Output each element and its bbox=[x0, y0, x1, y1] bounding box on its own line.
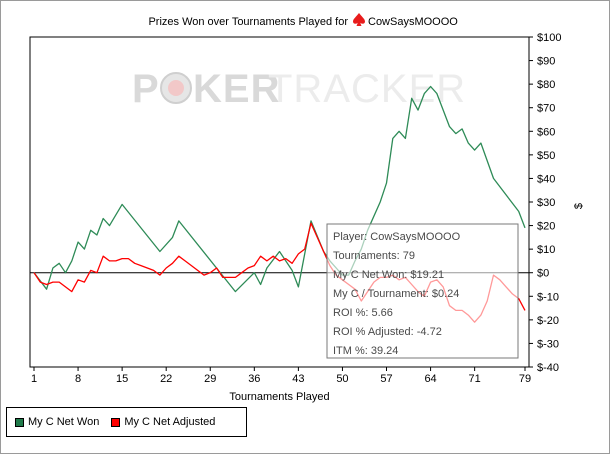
tooltip-line: My C Net Won: $19.21 bbox=[333, 269, 444, 281]
legend-label: My C Net Adjusted bbox=[124, 416, 216, 428]
spade-icon bbox=[353, 13, 365, 26]
x-tick-label: 22 bbox=[160, 373, 172, 385]
y-tick-label: $-40 bbox=[537, 362, 559, 374]
x-tick-label: 8 bbox=[75, 373, 81, 385]
player-name: CowSaysMOOOO bbox=[368, 16, 458, 28]
watermark-text: KER bbox=[193, 67, 280, 111]
y-tick-label: $100 bbox=[537, 32, 561, 44]
x-axis-label: Tournaments Played bbox=[229, 391, 329, 403]
legend-item-net-won[interactable]: My C Net Won bbox=[15, 416, 99, 428]
y-tick-label: $30 bbox=[537, 197, 555, 209]
tooltip-line: Tournaments: 79 bbox=[333, 250, 415, 262]
tooltip-box bbox=[326, 223, 519, 359]
y-tick-label: $0 bbox=[537, 268, 549, 280]
x-tick-label: 50 bbox=[336, 373, 348, 385]
y-tick-label: $50 bbox=[537, 150, 555, 162]
y-tick-label: $-20 bbox=[537, 315, 559, 327]
watermark-text: TRACKER bbox=[268, 67, 466, 111]
tooltip-line: ROI % Adjusted: -4.72 bbox=[333, 326, 442, 338]
x-tick-label: 15 bbox=[116, 373, 128, 385]
y-tick-label: $80 bbox=[537, 79, 555, 91]
x-tick-label: 1 bbox=[31, 373, 37, 385]
legend-swatch bbox=[15, 417, 24, 427]
tooltip-line: ROI %: 5.66 bbox=[333, 307, 393, 319]
x-tick-label: 57 bbox=[380, 373, 392, 385]
y-tick-label: $10 bbox=[537, 244, 555, 256]
legend-label: My C Net Won bbox=[28, 416, 100, 428]
tooltip-line: Player: CowSaysMOOOO bbox=[333, 231, 461, 243]
y-tick-label: $-30 bbox=[537, 338, 559, 350]
watermark-text: P bbox=[132, 67, 160, 111]
x-tick-label: 79 bbox=[519, 373, 531, 385]
tooltip-line: My C / Tournament: $0.24 bbox=[333, 288, 459, 300]
legend-item-net-adjusted[interactable]: My C Net Adjusted bbox=[111, 416, 215, 428]
x-tick-label: 29 bbox=[204, 373, 216, 385]
y-tick-label: $60 bbox=[537, 126, 555, 138]
x-tick-label: 43 bbox=[292, 373, 304, 385]
tooltip-line: ITM %: 39.24 bbox=[333, 345, 398, 357]
x-tick-label: 71 bbox=[469, 373, 481, 385]
y-axis-label: $ bbox=[573, 203, 585, 209]
y-tick-label: $-10 bbox=[537, 291, 559, 303]
data-tooltip: Player: CowSaysMOOOO Tournaments: 79 My C … bbox=[326, 223, 519, 359]
legend: My C Net Won My C Net Adjusted bbox=[6, 407, 247, 437]
y-tick-label: $70 bbox=[537, 103, 555, 115]
chart-title: Prizes Won over Tournaments Played for Co… bbox=[148, 13, 458, 28]
title-text: Prizes Won over Tournaments Played for bbox=[148, 16, 348, 28]
y-tick-label: $90 bbox=[537, 56, 555, 68]
chip-icon bbox=[160, 72, 192, 104]
legend-swatch bbox=[111, 417, 121, 427]
x-tick-label: 36 bbox=[248, 373, 260, 385]
y-tick-label: $20 bbox=[537, 221, 555, 233]
y-tick-label: $40 bbox=[537, 173, 555, 185]
x-tick-label: 64 bbox=[424, 373, 436, 385]
